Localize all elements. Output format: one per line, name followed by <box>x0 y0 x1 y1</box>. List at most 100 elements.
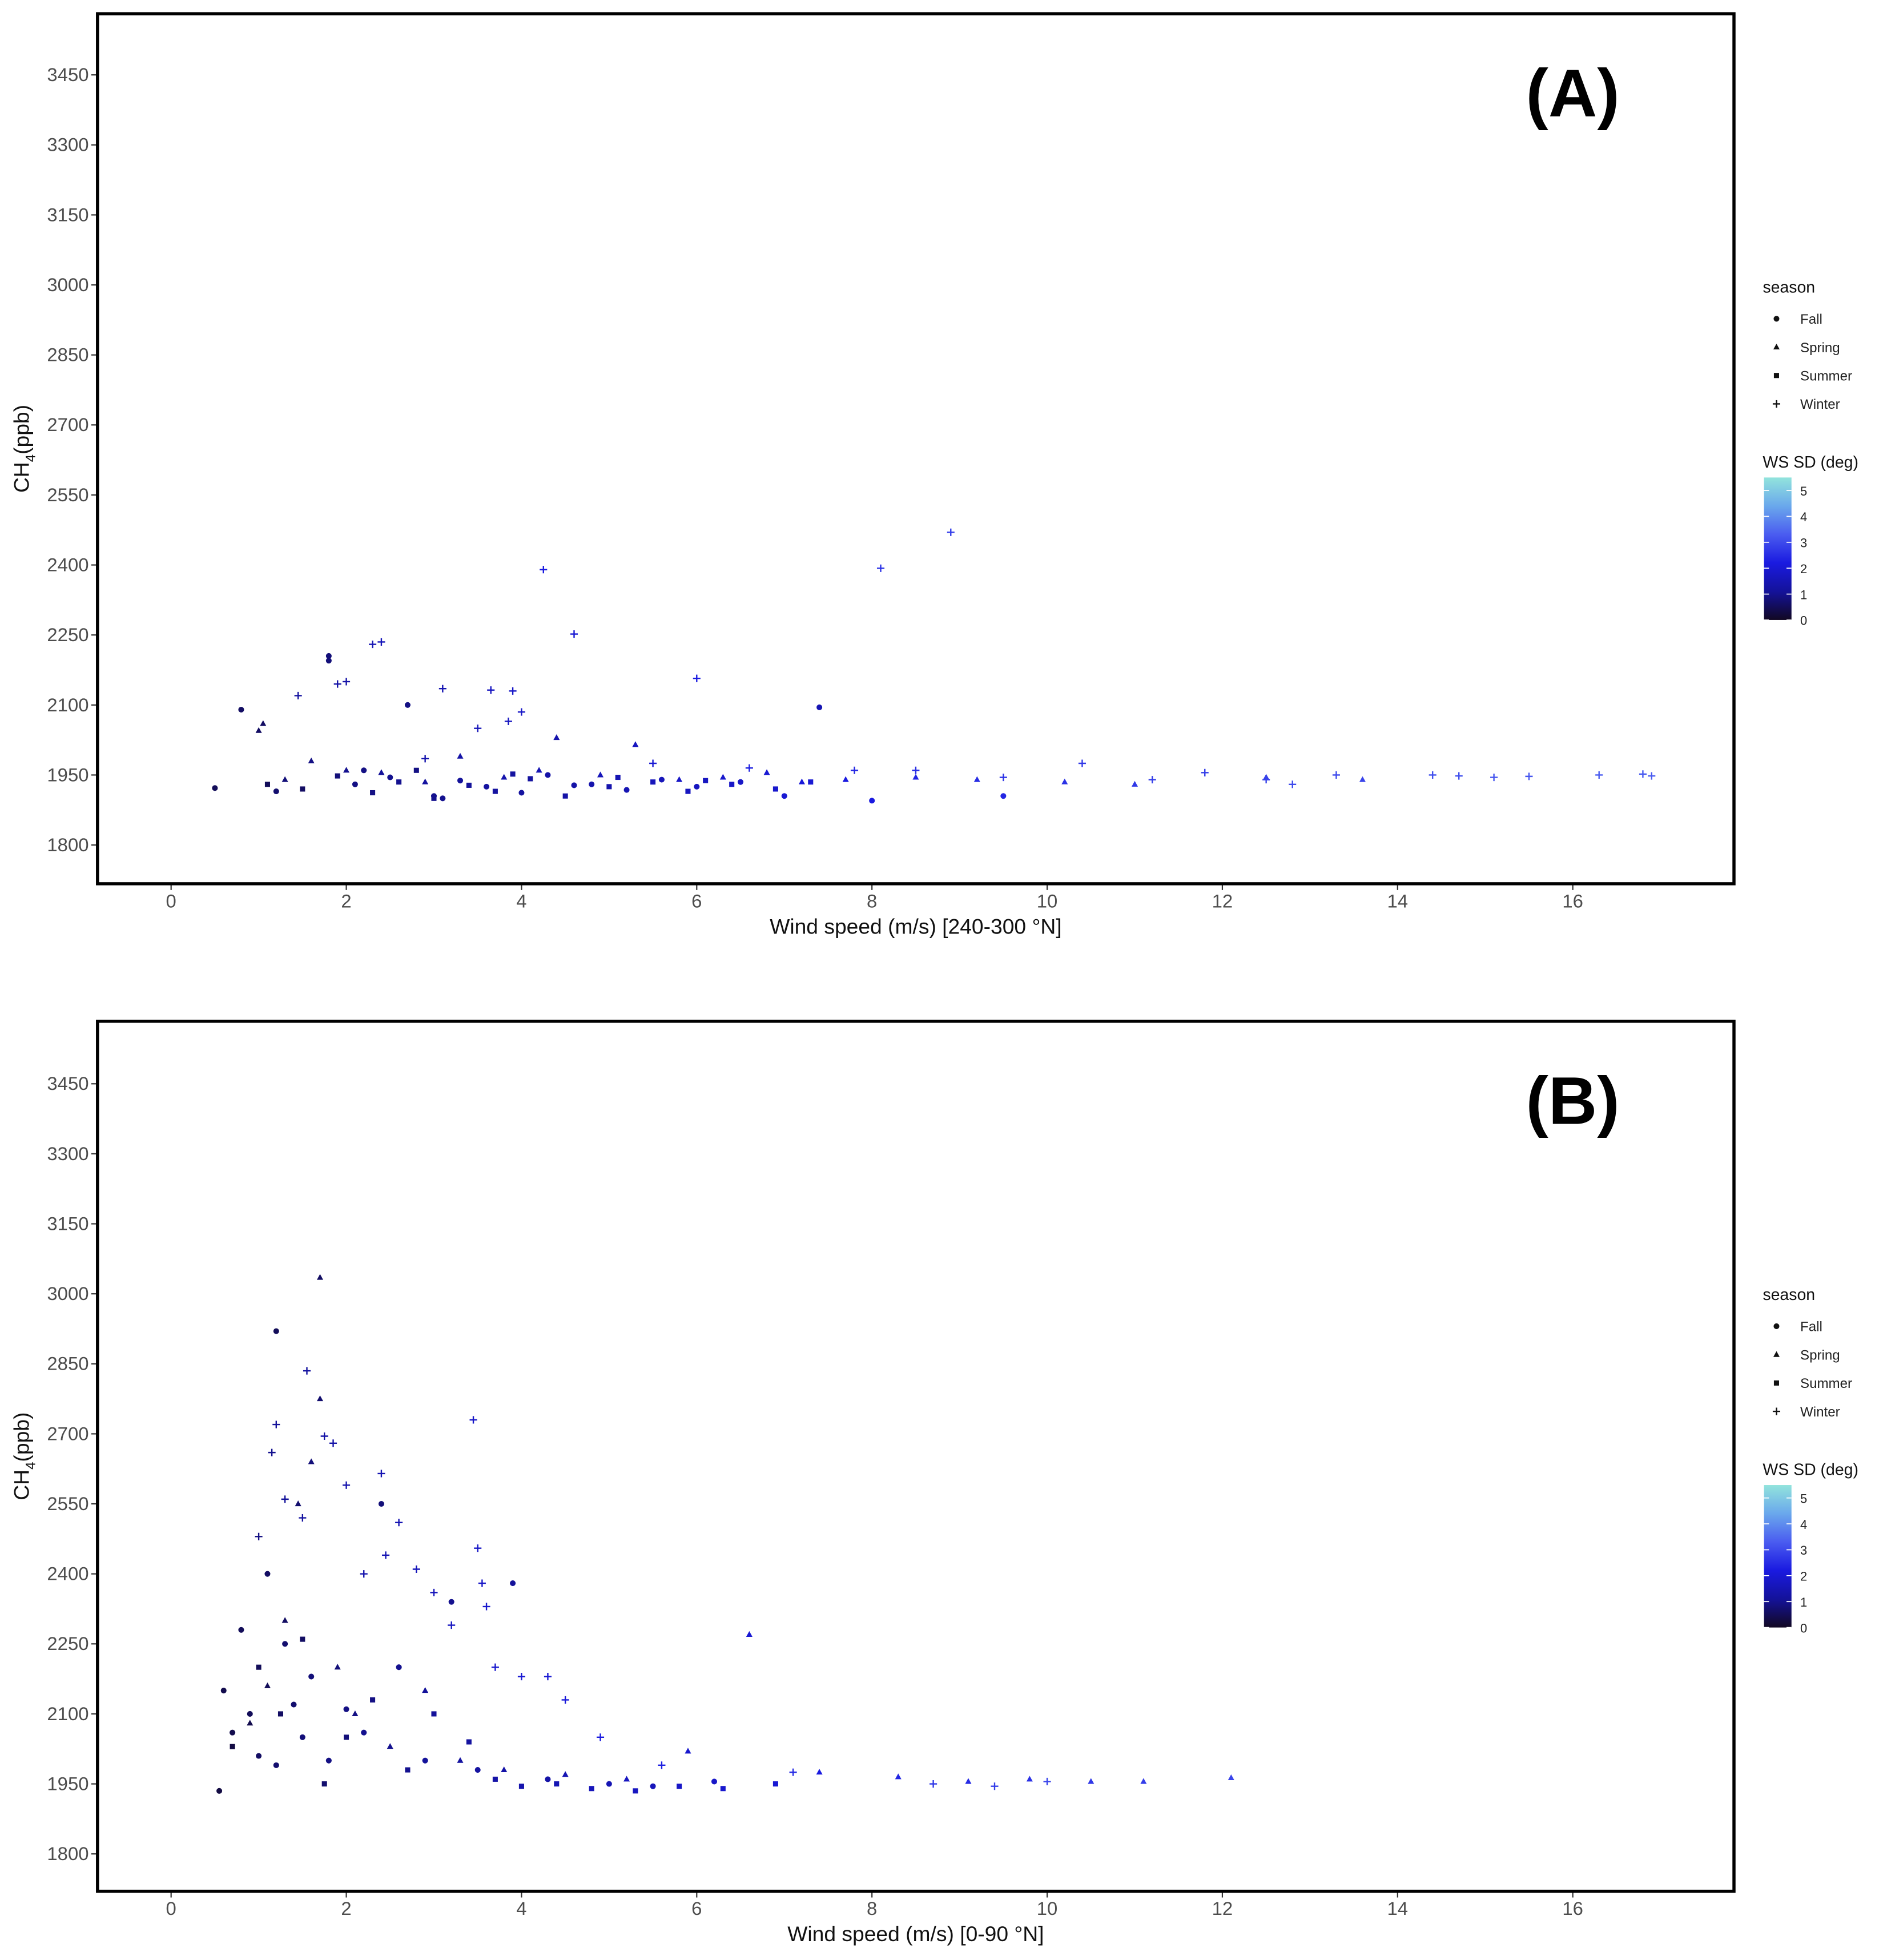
data-point <box>395 1519 403 1527</box>
data-point <box>457 1757 464 1763</box>
data-point <box>947 528 955 536</box>
data-point <box>623 1776 630 1782</box>
data-point <box>457 752 464 759</box>
data-point <box>212 785 218 791</box>
y-tick-label: 3450 <box>47 64 88 85</box>
data-point <box>230 1744 235 1749</box>
data-point <box>469 1416 477 1424</box>
data-point <box>352 781 358 787</box>
data-point <box>677 1784 682 1789</box>
data-point <box>694 783 700 790</box>
data-point <box>256 1664 261 1670</box>
data-point <box>1429 771 1437 779</box>
data-point <box>282 1641 288 1647</box>
y-axis-label-part: CH <box>9 462 33 493</box>
data-point <box>484 783 490 790</box>
data-point <box>1332 771 1340 779</box>
data-point <box>238 706 244 713</box>
colorbar-tick-label: 4 <box>1800 1518 1807 1532</box>
data-point <box>703 778 709 783</box>
legend-label: Spring <box>1800 340 1840 356</box>
data-point <box>299 1514 307 1522</box>
y-tick-label: 2850 <box>47 344 88 365</box>
x-tick-label: 6 <box>691 1898 702 1919</box>
y-tick-label: 2400 <box>47 1563 88 1584</box>
legend-label: Winter <box>1800 397 1840 412</box>
data-point <box>281 1495 289 1503</box>
data-point <box>378 1501 384 1507</box>
data-point <box>378 769 385 775</box>
data-point <box>650 779 656 785</box>
data-point <box>413 767 419 773</box>
data-point <box>256 1753 262 1759</box>
legend-label: Winter <box>1800 1404 1840 1420</box>
data-point <box>518 790 525 796</box>
data-point <box>720 1786 726 1792</box>
data-point <box>281 1617 288 1623</box>
data-point <box>570 630 578 638</box>
data-point <box>597 771 604 778</box>
y-tick-label: 1800 <box>47 1843 88 1864</box>
data-point <box>912 766 920 774</box>
x-tick-label: 16 <box>1562 1898 1583 1919</box>
data-point <box>1026 1776 1033 1782</box>
data-point <box>763 769 770 775</box>
y-tick-label: 2700 <box>47 1423 88 1444</box>
data-point <box>1595 771 1603 779</box>
data-point <box>277 1711 284 1717</box>
data-point <box>1088 1778 1095 1784</box>
legend-label: Summer <box>1800 1376 1852 1391</box>
y-tick-label: 1800 <box>47 834 88 855</box>
data-point <box>789 1768 797 1776</box>
y-axis-label-part: CH <box>9 1470 33 1500</box>
data-point <box>273 788 279 795</box>
data-point <box>965 1778 972 1784</box>
data-point <box>448 1599 454 1605</box>
data-point <box>333 680 341 688</box>
data-point <box>729 782 735 787</box>
data-point <box>260 720 267 726</box>
data-point <box>448 1621 456 1629</box>
data-point <box>422 1757 428 1764</box>
colorbar-tick-label: 3 <box>1800 1543 1807 1557</box>
data-point <box>746 1631 753 1637</box>
y-tick-label: 2100 <box>47 694 88 715</box>
legend-symbol <box>1773 1380 1779 1386</box>
colorbar-tick-label: 1 <box>1800 1595 1807 1609</box>
data-point <box>930 1780 938 1788</box>
data-point <box>719 774 726 780</box>
y-axis-label: CH4(ppb) <box>9 405 38 493</box>
data-point <box>562 793 568 799</box>
data-point <box>545 772 551 778</box>
data-point <box>509 687 517 695</box>
data-point <box>343 1706 349 1712</box>
data-point <box>335 773 340 779</box>
data-point <box>658 1761 666 1769</box>
data-point <box>895 1773 902 1780</box>
data-point <box>1061 778 1068 784</box>
data-point <box>361 767 367 774</box>
x-tick-label: 14 <box>1387 1898 1409 1919</box>
data-point <box>422 778 429 784</box>
legend-symbol <box>1773 316 1780 322</box>
data-point <box>676 776 683 782</box>
data-point <box>396 1664 402 1671</box>
data-point <box>528 776 533 782</box>
data-point <box>492 1776 498 1782</box>
data-point <box>238 1627 244 1633</box>
data-point <box>1648 772 1656 780</box>
data-point <box>321 1781 327 1787</box>
y-tick-label: 3300 <box>47 134 88 155</box>
data-point <box>658 776 665 783</box>
data-point <box>316 1274 324 1280</box>
y-axis-label-part: 4 <box>23 454 38 462</box>
data-point <box>334 1664 341 1670</box>
data-point <box>247 1711 253 1717</box>
data-point <box>869 798 875 804</box>
data-point <box>422 1687 429 1693</box>
y-tick-label: 2550 <box>47 484 88 505</box>
data-point <box>430 1588 438 1596</box>
data-point <box>685 788 691 794</box>
data-point <box>295 1500 301 1507</box>
y-tick-label: 1950 <box>47 1773 88 1794</box>
